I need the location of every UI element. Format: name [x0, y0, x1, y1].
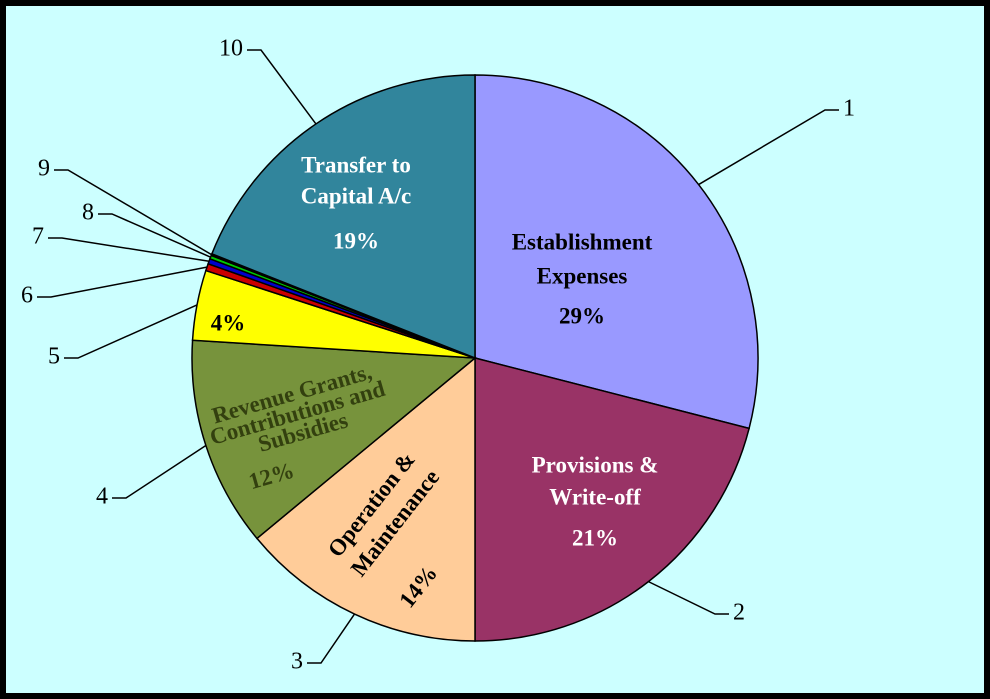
slice-label-group: Establishment Expenses [512, 229, 653, 288]
slice-number: 4 [96, 484, 108, 510]
slice-number: 2 [733, 600, 745, 626]
leader-line [307, 613, 356, 664]
value-label: 4% [211, 310, 246, 335]
value-label: 19% [333, 228, 379, 253]
leader-line [37, 266, 208, 298]
pie-slice [474, 74, 759, 430]
leader-line [247, 49, 317, 125]
slice-number: 3 [291, 649, 303, 675]
slice-number: 9 [38, 156, 50, 182]
leader-line [698, 109, 839, 186]
leader-line [648, 580, 729, 615]
leader-line [64, 304, 198, 359]
slice-number: 1 [843, 96, 855, 122]
slice-number: 8 [82, 200, 94, 226]
slice-label: Transfer to [301, 152, 411, 177]
slice-label: Write-off [549, 484, 641, 509]
slice-label-group: Provisions & Write-off [532, 452, 659, 509]
pie-slice [210, 74, 476, 360]
slice-number: 10 [219, 36, 243, 62]
slice-number: 7 [32, 224, 44, 250]
value-label: 21% [572, 525, 618, 550]
value-label: 29% [559, 303, 605, 328]
slice-label: Capital A/c [301, 183, 412, 208]
leader-line [54, 169, 212, 256]
pie-slice [255, 356, 476, 642]
slice-label: Provisions & [532, 452, 659, 477]
slice-label-group: Transfer to Capital A/c [301, 152, 412, 208]
pie-slice [474, 357, 751, 642]
slice-label: Establishment [512, 229, 653, 254]
slice-label: Expenses [537, 263, 628, 288]
leader-line [98, 213, 211, 258]
leader-line [48, 237, 210, 263]
leader-line [112, 444, 207, 499]
slice-number: 5 [48, 344, 60, 370]
slice-number: 6 [21, 283, 33, 309]
